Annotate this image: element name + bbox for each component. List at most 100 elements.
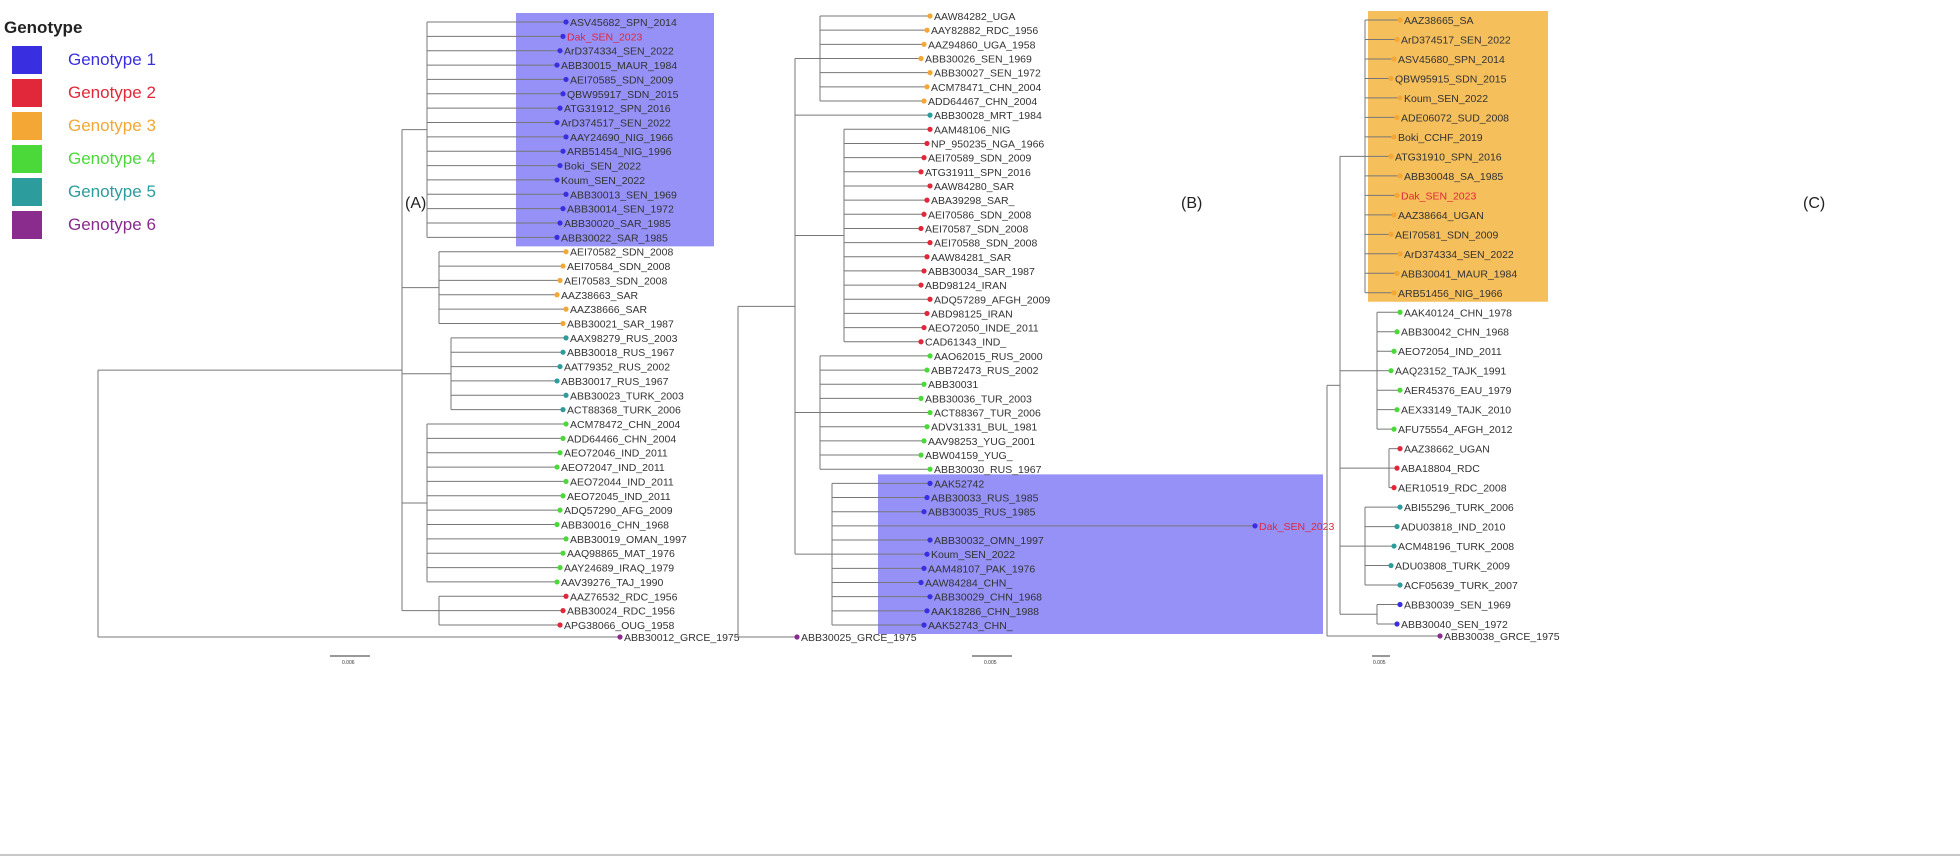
taxon-label: ABB30021_SAR_1987 (567, 319, 674, 331)
taxon-label: AAZ38662_UGAN (1404, 444, 1490, 456)
tip-marker (921, 41, 927, 47)
tip-marker (927, 537, 933, 543)
tip-marker (557, 363, 563, 370)
legend-label: Genotype 4 (68, 149, 156, 168)
legend-item: Genotype 2 (2, 77, 252, 110)
tip-marker (927, 466, 933, 472)
clade-highlight (878, 474, 1323, 634)
tip-marker (1388, 75, 1394, 82)
taxon-label: ABB30039_SEN_1969 (1404, 600, 1511, 612)
tip-marker (927, 594, 933, 600)
tip-marker (1388, 368, 1394, 374)
taxon-label: AEO72050_INDE_2011 (928, 323, 1039, 335)
tip-marker (1388, 562, 1394, 569)
tip-marker (921, 98, 927, 104)
taxon-label: CAD61343_IND_ (925, 337, 1006, 349)
taxon-label: ADQ57290_AFG_2009 (564, 505, 673, 517)
tip-marker (563, 421, 569, 427)
scale-label: 0.005 (1373, 660, 1386, 666)
legend-label: Genotype 1 (68, 50, 156, 69)
taxon-label: AAV98253_YUG_2001 (928, 436, 1035, 448)
taxon-label: AFU75554_AFGH_2012 (1398, 424, 1513, 436)
taxon-label: ABB30023_TURK_2003 (570, 390, 684, 402)
tip-marker (918, 395, 924, 401)
taxon-label: AEO72054_IND_2011 (1398, 346, 1502, 358)
taxon-label: ATG31912_SPN_2016 (564, 103, 671, 115)
tip-marker (1394, 114, 1400, 121)
taxon-label: AAZ76532_RDC_1956 (570, 591, 678, 603)
tip-marker (918, 225, 924, 232)
tip-marker (1388, 153, 1394, 159)
legend-item: Genotype 1 (2, 44, 252, 77)
tip-marker (924, 197, 930, 203)
taxon-label: Koum_SEN_2022 (561, 175, 645, 187)
taxon-label: AAX98279_RUS_2003 (570, 333, 678, 345)
taxon-label: ACF05639_TURK_2007 (1404, 580, 1518, 592)
tip-marker (563, 536, 569, 542)
taxon-label: ASV45682_SPN_2014 (570, 17, 677, 29)
legend-swatch (12, 112, 42, 140)
tip-marker (563, 593, 569, 599)
tip-marker (921, 211, 927, 217)
tip-marker (560, 550, 566, 556)
taxon-label: ABB30013_SEN_1969 (570, 189, 677, 201)
taxon-label: ABB30031 (928, 379, 978, 391)
tip-marker (1388, 231, 1394, 237)
taxon-label: ABB30029_CHN_1968 (934, 592, 1042, 604)
tip-marker (557, 622, 563, 628)
tip-marker (557, 507, 563, 513)
tip-marker (1391, 56, 1397, 62)
taxon-label: ABB30040_SEN_1972 (1401, 619, 1508, 631)
tip-marker (921, 622, 927, 628)
tip-marker (918, 169, 924, 175)
tip-marker (1394, 523, 1400, 530)
legend-swatch (12, 211, 42, 239)
tip-marker (554, 177, 560, 183)
tip-marker (918, 579, 924, 586)
tip-marker (794, 634, 800, 640)
taxon-label: ABD98124_IRAN (925, 280, 1007, 292)
tip-marker (554, 464, 560, 470)
taxon-label: Koum_SEN_2022 (1404, 93, 1488, 105)
taxon-label: ABB30032_OMN_1997 (934, 535, 1044, 547)
tip-marker (1397, 446, 1403, 452)
scale-label: 0.006 (342, 660, 355, 666)
legend-label: Genotype 2 (68, 83, 156, 102)
taxon-label: ACM48196_TURK_2008 (1398, 541, 1514, 553)
tip-marker (563, 335, 569, 341)
tip-marker (554, 119, 560, 126)
tip-marker (563, 392, 569, 398)
tip-marker (563, 478, 569, 485)
tip-marker (554, 62, 560, 68)
scale-label: 0.005 (984, 660, 997, 666)
taxon-label: AAQ23152_TAJK_1991 (1395, 366, 1506, 378)
taxon-label: AEI70588_SDN_2008 (934, 238, 1037, 250)
tip-marker (563, 134, 569, 140)
tip-marker (1397, 95, 1403, 101)
tip-marker (927, 112, 933, 118)
tip-marker (1394, 465, 1400, 471)
tip-marker (1394, 192, 1400, 198)
tip-marker (1394, 621, 1400, 627)
taxon-label: ABB30024_RDC_1956 (567, 606, 675, 618)
tip-marker (924, 608, 930, 614)
tip-marker (617, 634, 623, 640)
tip-marker (557, 105, 563, 111)
tip-marker (921, 381, 927, 387)
taxon-label: ABB30030_RUS_1967 (934, 464, 1042, 476)
tip-marker (563, 249, 569, 255)
taxon-label: ABB30019_OMAN_1997 (570, 534, 687, 546)
tip-marker (1437, 633, 1443, 639)
tip-marker (560, 263, 566, 269)
taxon-label: ABA39298_SAR_ (931, 195, 1015, 207)
taxon-label: AAW84280_SAR (934, 181, 1015, 193)
tip-marker (927, 409, 933, 416)
tip-marker (921, 155, 927, 161)
tip-marker (927, 70, 933, 76)
tip-marker (927, 353, 933, 359)
taxon-label: QBW95915_SDN_2015 (1395, 73, 1507, 85)
taxon-label: AAK40124_CHN_1978 (1404, 307, 1512, 319)
taxon-label: ADU03818_IND_2010 (1401, 522, 1506, 534)
tip-marker (563, 76, 569, 83)
tip-marker (1391, 212, 1397, 218)
